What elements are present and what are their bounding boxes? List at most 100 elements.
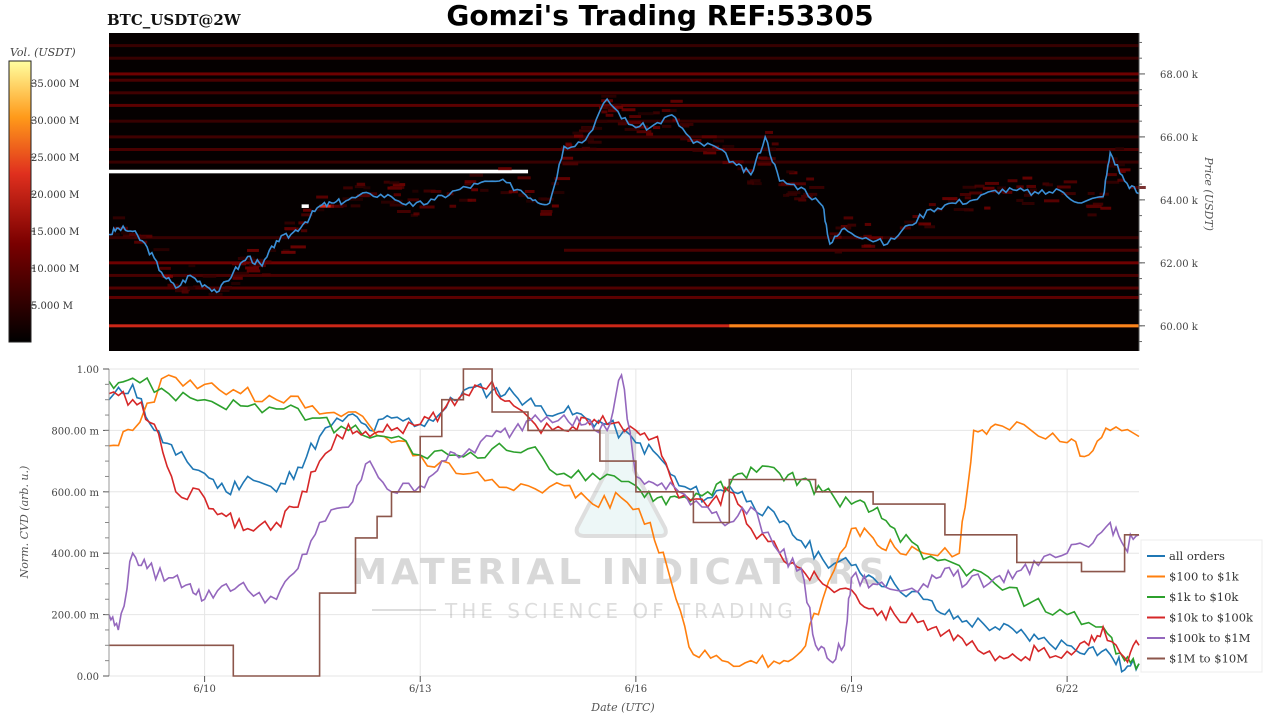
heat-cell (601, 94, 617, 98)
heat-cell (161, 274, 171, 278)
heat-cell (302, 208, 312, 212)
cvd-x-axis-label: Date (UTC) (590, 701, 654, 714)
heat-cell (112, 216, 126, 220)
heat-cell (129, 233, 137, 237)
heat-cell (626, 121, 642, 125)
liquidity-band (109, 147, 1139, 151)
heat-cell (260, 260, 272, 264)
series-line (109, 368, 1139, 677)
heat-cell (912, 215, 921, 219)
heat-cell (847, 223, 857, 227)
watermark: MATERIAL INDICATORS THE SCIENCE OF TRADI… (351, 430, 885, 623)
heat-cell (592, 126, 603, 130)
heat-cell (413, 212, 420, 216)
heatmap-noise (109, 94, 1146, 296)
heat-cell (540, 209, 553, 213)
heat-cell (480, 188, 489, 192)
cvd-y-tick-label: 400.00 m (51, 549, 99, 560)
heat-cell (250, 263, 264, 267)
heat-cell (550, 191, 565, 195)
heat-cell (928, 203, 936, 207)
cvd-panel (109, 369, 1139, 676)
heat-cell (380, 200, 395, 204)
price-axis-ticks: 60.00 k 62.00 k 64.00 k 66.00 k 68.00 k (1139, 41, 1199, 343)
heat-cell (624, 127, 640, 131)
heat-cell (301, 213, 313, 217)
heat-cell (300, 229, 308, 233)
heat-cell (661, 108, 671, 112)
cvd-x-ticks: 6/10 6/13 6/16 6/19 6/22 (193, 676, 1078, 695)
heat-cell (1021, 201, 1035, 205)
heat-cell (947, 199, 960, 203)
heat-cell (572, 131, 583, 135)
heat-cell (187, 286, 196, 290)
liquidity-band (109, 103, 1139, 107)
heat-cell (899, 226, 911, 230)
heat-cell (834, 235, 842, 239)
heat-cell (692, 149, 707, 153)
heat-cell (750, 179, 761, 183)
colorbar-ticks: 35.000 M 30.000 M 25.000 M 20.000 M 15.000 M… (31, 79, 79, 312)
liquidity-band (109, 169, 529, 174)
liquidity-band (109, 286, 1139, 290)
heat-cell (1023, 193, 1033, 197)
heat-cell (225, 286, 233, 290)
liquidity-band (109, 236, 1139, 240)
heat-cell (829, 232, 841, 236)
heat-cell (202, 274, 217, 278)
liquidity-band (109, 91, 1139, 95)
heat-cell (153, 248, 170, 252)
heat-cell (959, 192, 972, 196)
heat-cell (540, 197, 554, 201)
liquidity-band (563, 248, 1139, 252)
heat-cell (524, 189, 535, 193)
heat-cell (363, 186, 371, 190)
heat-cell (181, 290, 189, 294)
heat-cell (343, 186, 353, 190)
heat-cell (670, 99, 683, 103)
heat-cell (701, 135, 717, 139)
heat-cell (834, 250, 842, 254)
heat-cell (607, 109, 619, 113)
heat-cell (354, 185, 366, 189)
heat-cell (464, 180, 477, 184)
heat-cell (771, 142, 779, 146)
heat-cell (407, 198, 419, 202)
watermark-line2: THE SCIENCE OF TRADING (444, 599, 797, 623)
heat-cell (924, 225, 936, 229)
heat-cell (1087, 191, 1095, 195)
colorbar-tick-label: 10.000 M (31, 264, 79, 275)
heat-cell (120, 231, 134, 235)
heat-cell (801, 194, 813, 198)
series-line (108, 374, 1140, 669)
heat-cell (122, 234, 131, 238)
heat-cell (247, 248, 259, 252)
liquidity-band (109, 261, 1139, 265)
heat-cell (964, 196, 972, 200)
heat-cell (109, 232, 120, 236)
heat-cell (786, 170, 795, 174)
heat-cell (573, 134, 584, 138)
heat-cell (1117, 178, 1125, 182)
heat-cell (282, 249, 290, 253)
cvd-y-tick-label: 200.00 m (51, 611, 99, 622)
heat-cell (246, 269, 261, 273)
heat-cell (290, 245, 306, 249)
colorbar-tick-label: 15.000 M (31, 227, 79, 238)
heat-cell (809, 185, 825, 189)
heat-cell (984, 206, 991, 210)
colorbar-label: Vol. (USDT) (10, 46, 76, 59)
liquidity-bands (109, 44, 1139, 328)
heat-cell (760, 157, 776, 161)
heat-cell (356, 194, 370, 198)
heat-cell (158, 266, 171, 270)
cvd-x-tick-label: 6/22 (1056, 684, 1078, 695)
heat-cell (249, 258, 264, 262)
heat-cell (1016, 198, 1024, 202)
heat-cell (500, 191, 512, 195)
legend-label: all orders (1169, 549, 1225, 563)
heat-cell (182, 288, 190, 292)
heat-cell (942, 197, 958, 201)
heat-cell (747, 180, 754, 184)
heat-cell (599, 106, 612, 110)
